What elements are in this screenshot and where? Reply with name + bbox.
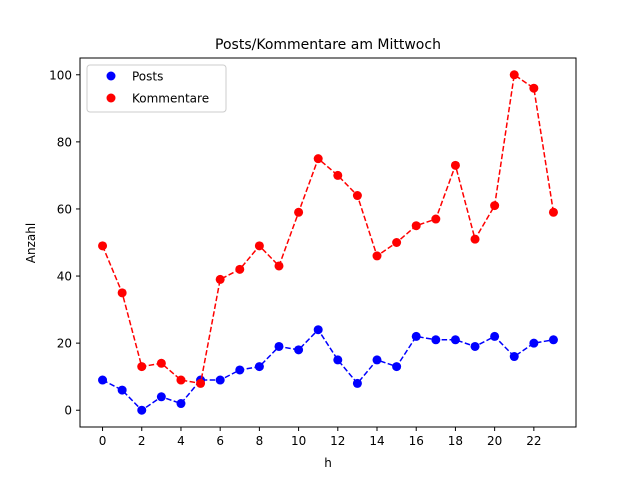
data-point-kommentare — [529, 83, 539, 93]
data-point-kommentare — [509, 70, 519, 80]
data-point-posts — [117, 385, 127, 395]
x-tick-label: 14 — [369, 434, 384, 448]
data-point-posts — [294, 345, 304, 355]
data-point-posts — [470, 341, 480, 351]
x-tick-label: 22 — [526, 434, 541, 448]
data-point-posts — [431, 335, 441, 345]
x-tick-label: 16 — [409, 434, 424, 448]
data-point-posts — [352, 378, 362, 388]
x-tick-label: 2 — [138, 434, 146, 448]
data-point-kommentare — [254, 241, 264, 251]
data-point-posts — [254, 362, 264, 372]
data-point-kommentare — [431, 214, 441, 224]
data-point-posts — [176, 399, 186, 409]
y-tick-label: 80 — [57, 135, 72, 149]
data-point-posts — [215, 375, 225, 385]
x-tick-label: 4 — [177, 434, 185, 448]
y-tick-label: 40 — [57, 270, 72, 284]
data-point-kommentare — [196, 378, 206, 388]
x-tick-label: 10 — [291, 434, 306, 448]
y-tick-label: 100 — [49, 68, 72, 82]
data-point-kommentare — [294, 207, 304, 217]
data-point-kommentare — [490, 201, 500, 211]
data-point-posts — [313, 325, 323, 335]
data-point-kommentare — [274, 261, 284, 271]
data-point-kommentare — [352, 191, 362, 201]
data-point-posts — [274, 341, 284, 351]
data-point-kommentare — [548, 207, 558, 217]
data-point-posts — [450, 335, 460, 345]
data-point-kommentare — [215, 274, 225, 284]
data-point-kommentare — [411, 221, 421, 231]
legend-label-posts: Posts — [132, 70, 163, 84]
data-point-posts — [392, 362, 402, 372]
data-point-posts — [548, 335, 558, 345]
legend-marker-posts — [106, 71, 116, 81]
data-point-kommentare — [117, 288, 127, 298]
x-tick-label: 0 — [99, 434, 107, 448]
data-point-posts — [411, 331, 421, 341]
data-point-kommentare — [176, 375, 186, 385]
y-tick-label: 60 — [57, 202, 72, 216]
data-point-posts — [529, 338, 539, 348]
data-point-posts — [137, 405, 147, 415]
x-tick-label: 6 — [216, 434, 224, 448]
series-layer — [98, 70, 558, 415]
data-point-posts — [235, 365, 245, 375]
chart-title: Posts/Kommentare am Mittwoch — [215, 37, 441, 53]
y-tick-label: 0 — [64, 404, 72, 418]
x-tick-label: 12 — [330, 434, 345, 448]
data-point-kommentare — [450, 160, 460, 170]
data-point-posts — [333, 355, 343, 365]
x-axis: 0 2 4 6 8 10 12 14 16 18 20 22 — [99, 427, 541, 448]
data-point-kommentare — [392, 238, 402, 247]
y-tick-label: 20 — [57, 337, 72, 351]
data-point-posts — [509, 352, 519, 362]
legend-label-kommentare: Kommentare — [132, 92, 209, 106]
y-axis-label: Anzahl — [24, 223, 38, 263]
legend: Posts Kommentare — [86, 64, 227, 113]
x-tick-label: 20 — [487, 434, 502, 448]
data-point-posts — [156, 392, 166, 402]
data-point-posts — [98, 375, 108, 385]
data-point-kommentare — [470, 234, 480, 244]
legend-marker-kommentare — [106, 93, 116, 103]
legend-box — [86, 64, 227, 113]
data-point-kommentare — [137, 362, 147, 372]
data-point-kommentare — [313, 154, 323, 164]
x-axis-label: h — [324, 456, 332, 470]
data-point-posts — [372, 355, 382, 365]
plot-area-frame — [79, 57, 577, 428]
data-point-kommentare — [235, 264, 245, 274]
y-axis: 0 20 40 60 80 100 — [49, 68, 80, 418]
data-point-kommentare — [156, 358, 166, 368]
data-point-kommentare — [333, 170, 343, 180]
data-point-kommentare — [98, 241, 108, 251]
data-point-posts — [490, 331, 500, 341]
x-tick-label: 18 — [448, 434, 463, 448]
x-tick-label: 8 — [256, 434, 264, 448]
data-point-kommentare — [372, 251, 382, 261]
